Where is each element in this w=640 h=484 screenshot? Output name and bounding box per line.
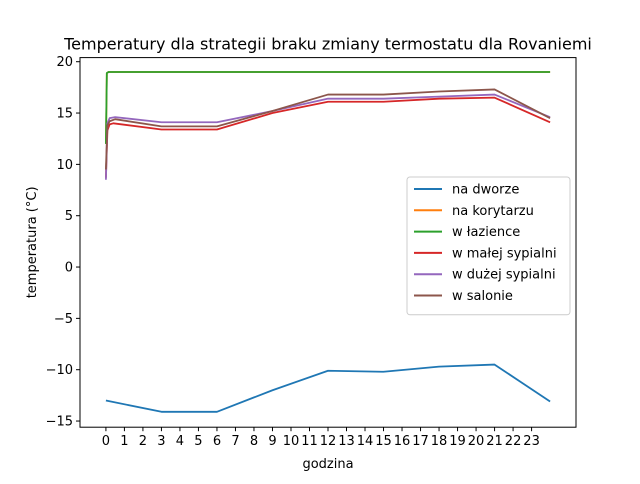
x-axis-label: godzina [302, 457, 353, 472]
x-tick-label: 13 [338, 434, 355, 449]
y-tick-label: 15 [56, 107, 73, 122]
x-tick-label: 1 [120, 434, 128, 449]
legend-label: w małej sypialni [452, 246, 557, 261]
x-tick-label: 22 [505, 434, 522, 449]
x-tick-label: 10 [283, 434, 300, 449]
x-tick-label: 9 [268, 434, 276, 449]
x-tick-label: 20 [468, 434, 485, 449]
legend-label: w dużej sypialni [452, 268, 556, 283]
legend: na dworze na korytarzu w łazience w małej s… [406, 176, 571, 316]
series-line-4 [105, 96, 551, 178]
legend-label: na dworze [452, 183, 519, 198]
x-tick-label: 0 [102, 434, 110, 449]
y-tick-label: 20 [56, 55, 73, 70]
x-tick-label: 12 [320, 434, 337, 449]
y-tick-label: 10 [56, 158, 73, 173]
x-tick-label: 14 [357, 434, 374, 449]
x-tick-label: 6 [213, 434, 221, 449]
legend-label: na korytarzu [452, 204, 534, 219]
legend-label: w łazience [452, 225, 520, 240]
series-layer [105, 71, 551, 413]
x-axis-ticks: 0 1 2 3 4 5 6 7 8 9 10 11 12 13 14 15 16 17 18 19 20 21 22 23 [102, 427, 540, 449]
y-axis-ticks: −15 −10 −5 0 5 10 15 20 [46, 55, 80, 430]
x-tick-label: 7 [231, 434, 239, 449]
series-line-5 [105, 93, 551, 180]
x-tick-label: 19 [449, 434, 466, 449]
y-tick-label: −10 [46, 363, 73, 378]
series-line-6 [105, 88, 551, 170]
y-tick-label: −5 [54, 312, 73, 327]
series-line-2 [105, 71, 551, 144]
x-tick-label: 8 [250, 434, 258, 449]
series-line-3 [105, 71, 551, 144]
y-tick-label: 0 [65, 261, 73, 276]
x-tick-label: 23 [523, 434, 540, 449]
y-axis-label: temperatura (°C) [25, 186, 40, 298]
legend-label: w salonie [452, 289, 513, 304]
chart-title: Temperatury dla strategii braku zmiany t… [63, 35, 592, 54]
x-tick-label: 11 [301, 434, 318, 449]
x-tick-label: 21 [486, 434, 503, 449]
x-tick-label: 18 [431, 434, 448, 449]
x-tick-label: 5 [194, 434, 202, 449]
x-tick-label: 16 [394, 434, 411, 449]
x-tick-label: 4 [176, 434, 184, 449]
x-tick-label: 3 [157, 434, 165, 449]
x-tick-label: 2 [139, 434, 147, 449]
x-tick-label: 15 [375, 434, 392, 449]
x-tick-label: 17 [412, 434, 429, 449]
y-tick-label: 5 [65, 209, 73, 224]
legend-box [406, 176, 571, 316]
y-tick-label: −15 [46, 415, 73, 430]
series-line-1 [105, 363, 551, 413]
